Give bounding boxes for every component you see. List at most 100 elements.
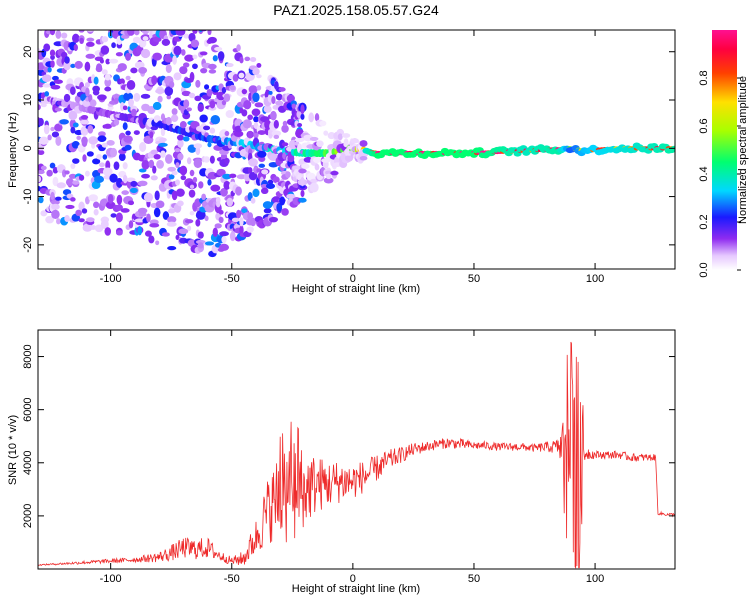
heatmap-cell: [72, 122, 79, 128]
heatmap-cell: [75, 5, 83, 9]
heatmap-cell: [271, 96, 276, 105]
heatmap-cell: [94, 30, 98, 31]
heatmap-cell: [206, 88, 213, 97]
heatmap-cell: [281, 142, 289, 147]
heatmap-cell: [241, 88, 248, 95]
heatmap-cell: [224, 157, 230, 165]
x-tick-label: -50: [224, 273, 240, 285]
heatmap-cell: [114, 0, 120, 5]
heatmap-cell: [265, 183, 276, 189]
heatmap-cell: [185, 9, 192, 18]
y-tick-label: 0: [22, 145, 34, 151]
heatmap-cell: [258, 163, 266, 168]
heatmap-cell: [138, 67, 148, 74]
figure-title: PAZ1.2025.158.05.57.G24: [273, 2, 439, 18]
heatmap-cell: [195, 219, 201, 227]
heatmap-cell: [41, 4, 46, 9]
heatmap-cell: [218, 209, 224, 215]
heatmap-cell: [98, 131, 106, 137]
heatmap-cell: [201, 193, 207, 201]
heatmap-cell: [127, 200, 135, 206]
heatmap-cell: [63, 17, 70, 26]
heatmap-cell: [243, 100, 252, 110]
heatmap-cell: [199, 51, 208, 56]
heatmap-cell: [78, 30, 85, 33]
heatmap-cell: [49, 30, 56, 36]
heatmap-cell: [216, 91, 226, 101]
heatmap-cell: [143, 20, 149, 30]
heatmap-cell: [256, 74, 262, 79]
heatmap-cell: [40, 19, 48, 26]
heatmap-cell: [58, 6, 64, 11]
heatmap-cell: [56, 0, 61, 7]
heatmap-cell: [125, 52, 132, 61]
heatmap-cell: [249, 57, 257, 62]
heatmap-cell: [207, 142, 212, 148]
heatmap-cell: [38, 175, 42, 183]
heatmap-cell: [70, 197, 76, 202]
heatmap-cell: [56, 218, 61, 225]
heatmap-cell: [95, 63, 103, 73]
heatmap-cell: [54, 123, 63, 132]
heatmap-cell: [167, 166, 177, 172]
heatmap-cell: [97, 135, 107, 142]
heatmap-cell: [143, 192, 154, 203]
heatmap-cell: [82, 223, 93, 232]
heatmap-cell: [161, 7, 166, 13]
heatmap-cell: [239, 56, 244, 64]
heatmap-cell: [264, 119, 271, 126]
heatmap-cell: [279, 196, 286, 206]
heatmap-cell: [92, 89, 100, 96]
heatmap-cell: [180, 175, 187, 181]
heatmap-cell: [91, 12, 96, 17]
colorbar: 0.0 0.2 0.4 0.6 0.8 Normalized spectral ampl…: [698, 30, 749, 278]
heatmap-cell: [209, 127, 216, 134]
heatmap-cell: [173, 45, 182, 56]
heatmap-cell: [156, 159, 164, 169]
heatmap-cell: [268, 161, 279, 168]
heatmap-cell: [181, 90, 191, 97]
heatmap-cell: [159, 23, 166, 30]
heatmap-cell: [108, 3, 114, 13]
heatmap-cell: [44, 20, 49, 25]
heatmap-cell: [209, 155, 215, 164]
heatmap-cell: [122, 162, 128, 170]
heatmap-cell: [186, 107, 192, 112]
heatmap-cell: [197, 231, 204, 239]
heatmap-cell: [57, 6, 66, 12]
heatmap-cell: [281, 208, 289, 216]
heatmap-cell: [107, 194, 114, 204]
heatmap-cell: [229, 173, 237, 179]
heatmap-cell: [38, 196, 44, 204]
heatmap-cell: [262, 201, 273, 209]
snr-x-label: Height of straight line (km): [292, 583, 420, 595]
heatmap-cell: [177, 153, 184, 161]
heatmap-cell: [52, 166, 59, 174]
heatmap-cell: [82, 154, 87, 162]
heatmap-cell: [154, 7, 160, 17]
heatmap-cell: [126, 177, 136, 183]
heatmap-cell: [64, 170, 70, 175]
heatmap-cell: [110, 213, 117, 218]
heatmap-cell: [192, 16, 198, 23]
heatmap-cell: [90, 225, 97, 230]
heatmap-cell: [65, 204, 75, 210]
heatmap-cell: [285, 171, 291, 178]
heatmap-cell: [188, 189, 196, 198]
heatmap-cell: [221, 236, 227, 244]
heatmap-cell: [45, 215, 55, 224]
heatmap-cell: [267, 179, 274, 185]
heatmap-cell: [78, 218, 85, 223]
heatmap-cell: [50, 54, 55, 60]
heatmap-cell: [115, 52, 123, 57]
heatmap-cell: [63, 93, 71, 103]
heatmap-cell: [184, 219, 194, 224]
heatmap-cell: [79, 37, 84, 44]
heatmap-cell: [192, 54, 198, 60]
heatmap-cell: [271, 130, 282, 137]
heatmap-cell: [256, 63, 262, 68]
heatmap-cell: [96, 153, 102, 160]
heatmap-cell: [103, 13, 107, 20]
heatmap-cell: [56, 182, 66, 189]
heatmap-cell: [54, 107, 62, 112]
